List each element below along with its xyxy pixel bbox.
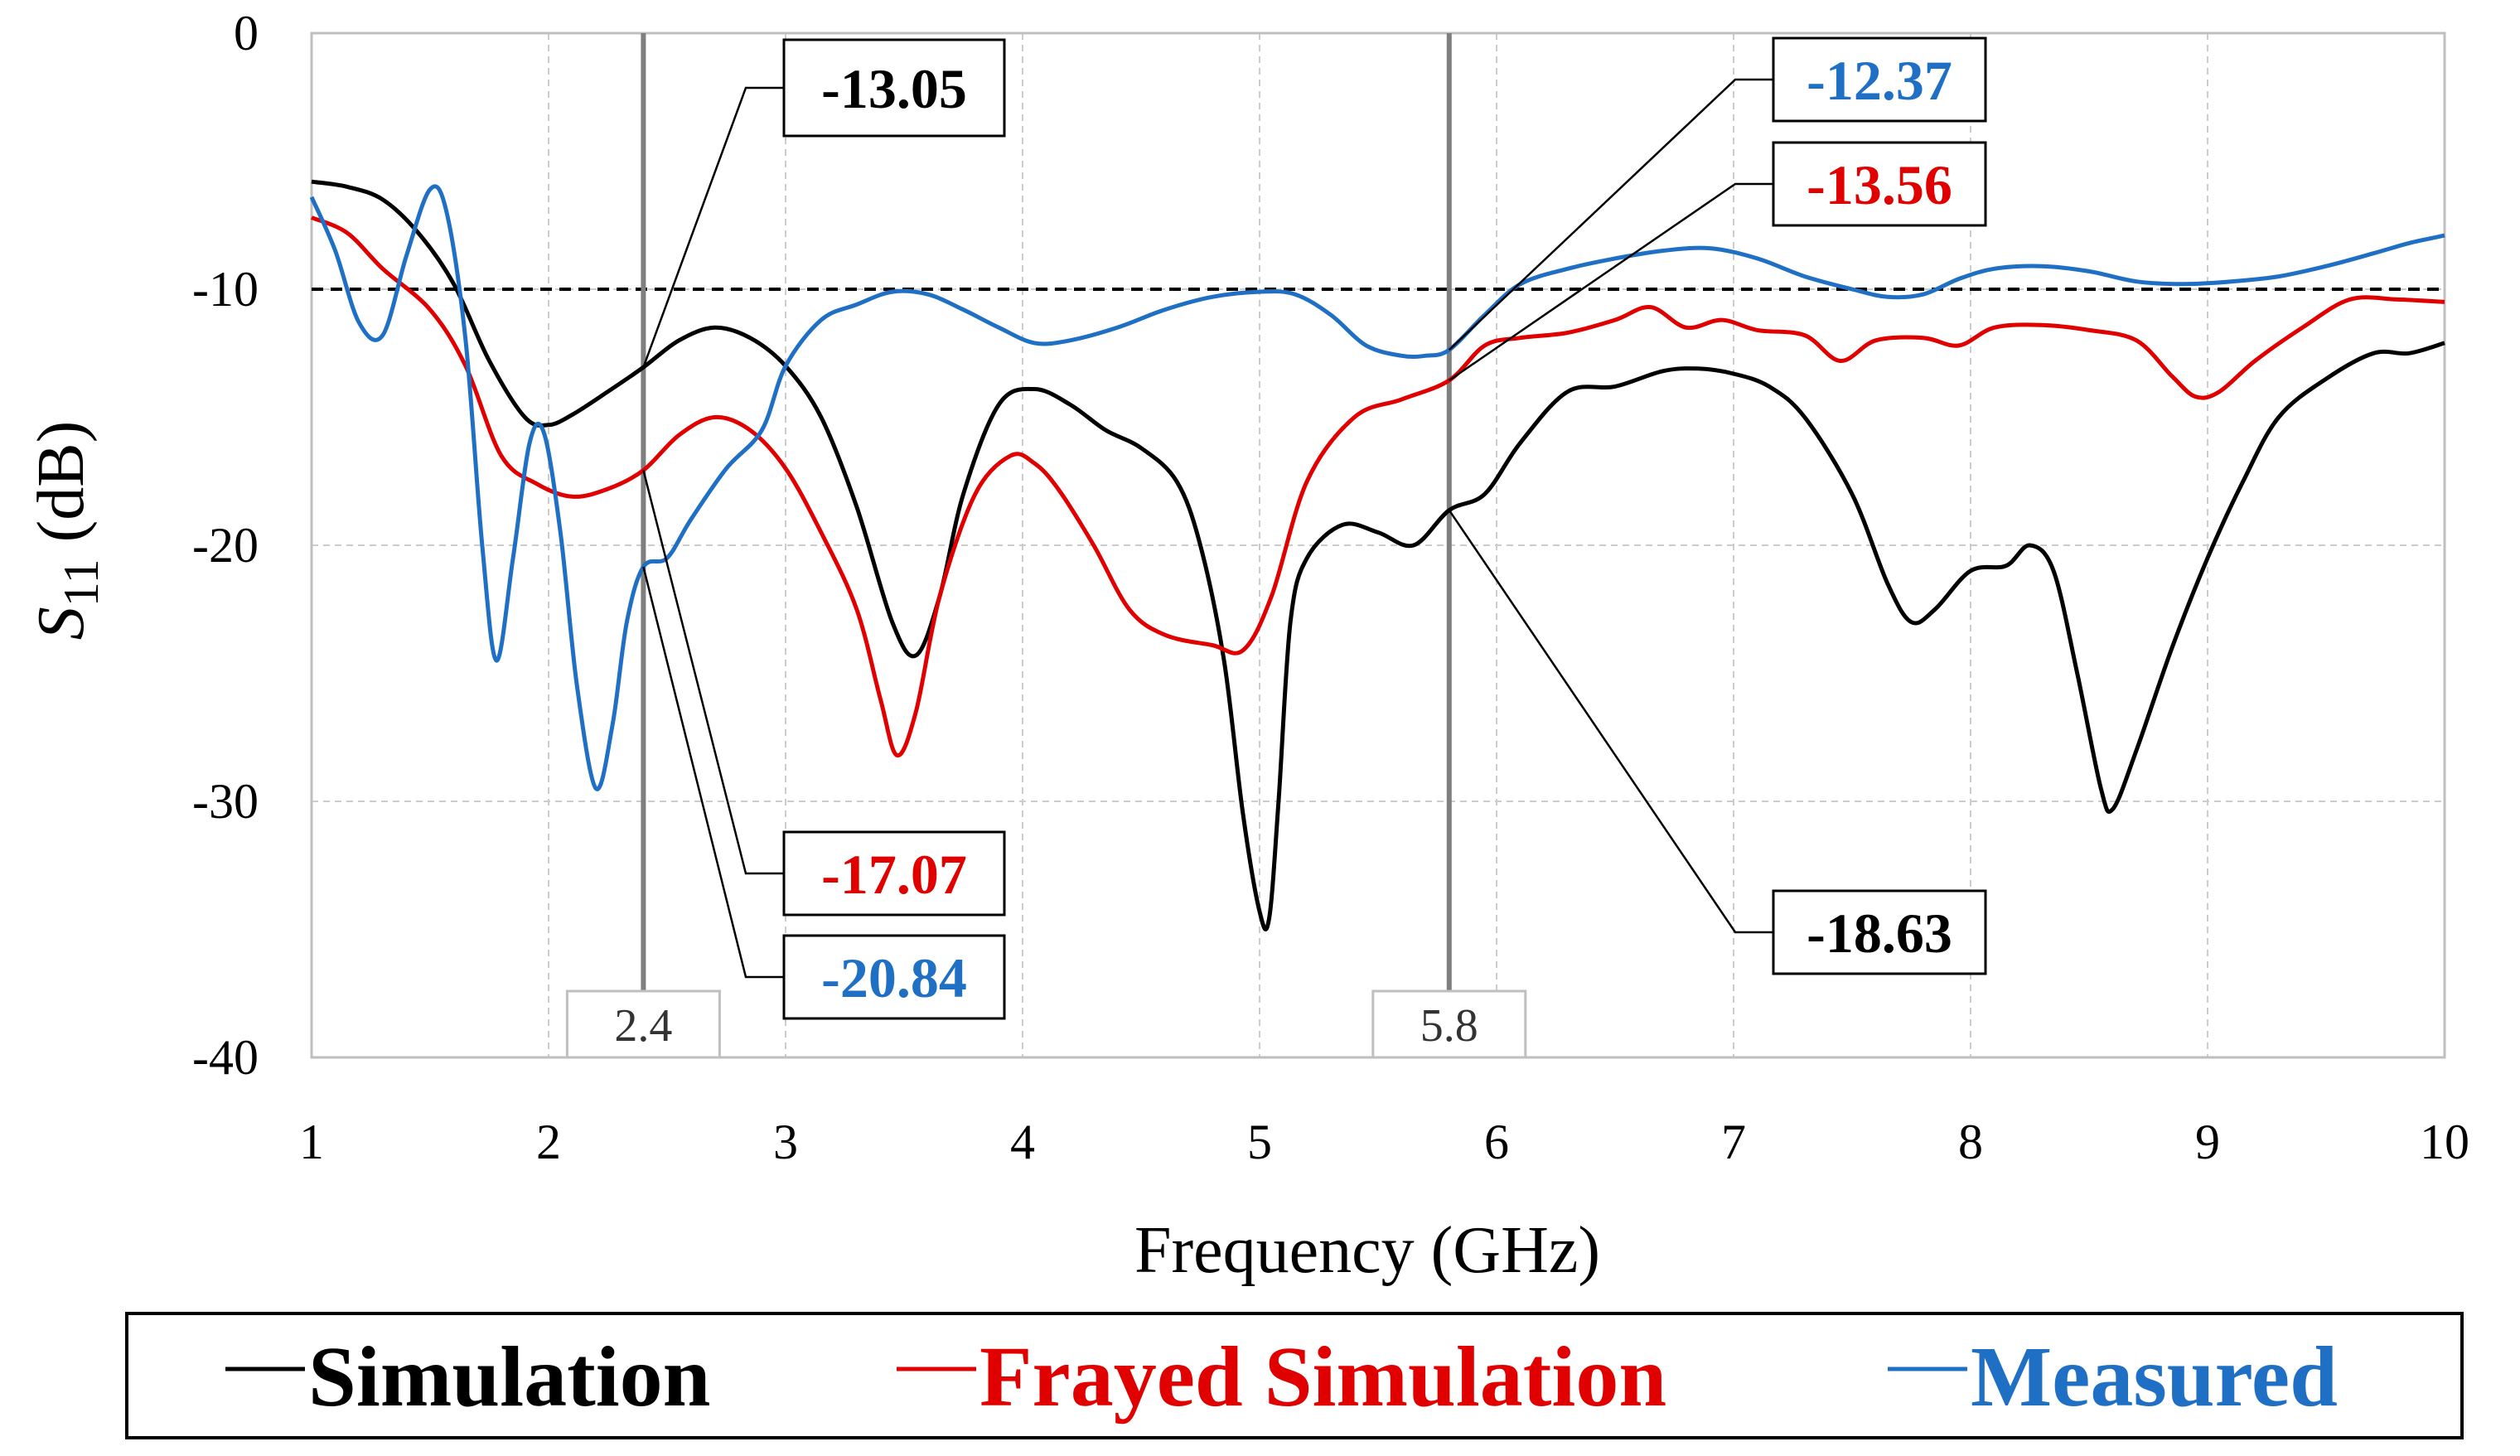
x-tick-label-1: 2 [536, 1115, 561, 1169]
marker-label-box-0 [565, 989, 721, 1059]
svg-text:S11 (dB): S11 (dB) [25, 421, 109, 640]
series-line-frayed-simulation [311, 215, 2445, 757]
annotation-leader-0 [642, 86, 784, 368]
annotation-value-1: -17.07 [821, 843, 967, 906]
series-line-simulation [311, 179, 2445, 932]
annotation-box-4 [1772, 141, 1987, 227]
legend-label-2: Measured [1971, 1329, 2338, 1425]
y-tick-label-1: -10 [192, 262, 259, 317]
series-lines [309, 179, 2445, 932]
x-tick-label-6: 7 [1721, 1115, 1746, 1169]
x-tick-label-0: 1 [299, 1115, 324, 1169]
x-tick-label-3: 4 [1010, 1115, 1035, 1169]
legend-label-0: Simulation [308, 1329, 710, 1425]
annotation-leader-2 [642, 566, 784, 979]
y-axis-title-sub: 11 [54, 559, 109, 607]
axis-ticks: 1 2 3 4 5 6 7 8 9 10 0 -10 -20 -30 -40 [192, 6, 2469, 1169]
annotation-box-3 [1772, 36, 1987, 123]
y-tick-label-3: -30 [192, 774, 259, 829]
legend-box [125, 1312, 2464, 1439]
annotation-leader-1 [642, 470, 784, 875]
marker-label-box-1 [1371, 989, 1527, 1059]
x-tick-label-9: 10 [2420, 1115, 2469, 1169]
annotation-value-2: -20.84 [821, 946, 967, 1009]
value-annotations: -13.05 -17.07 -20.84 -12.37 -13.56 -18.63 [642, 36, 1987, 1020]
y-tick-label-4: -40 [192, 1030, 259, 1085]
grid-lines [312, 33, 2445, 1057]
annotation-box-5 [1772, 889, 1987, 975]
annotation-leader-4 [1449, 182, 1773, 382]
y-tick-label-0: 0 [234, 6, 259, 60]
annotation-leader-3 [1448, 78, 1773, 351]
marker-label-1: 5.8 [1420, 1000, 1478, 1052]
legend: Simulation Frayed Simulation Measured [125, 1312, 2464, 1439]
x-tick-label-7: 8 [1958, 1115, 1983, 1169]
series-line-measured [309, 184, 2445, 791]
annotation-box-0 [782, 38, 1006, 138]
annotation-value-4: -13.56 [1807, 153, 1952, 216]
y-tick-label-2: -20 [192, 518, 259, 573]
annotation-value-3: -12.37 [1807, 49, 1952, 112]
marker-label-0: 2.4 [614, 1000, 672, 1052]
x-tick-label-8: 9 [2195, 1115, 2220, 1169]
legend-label-1: Frayed Simulation [979, 1329, 1666, 1425]
annotation-box-1 [782, 830, 1006, 917]
frequency-markers: 2.4 5.8 [565, 33, 1527, 1059]
y-axis-title-unit: (dB) [25, 421, 98, 559]
x-tick-label-4: 5 [1247, 1115, 1272, 1169]
annotation-box-2 [782, 934, 1006, 1020]
x-tick-label-2: 3 [773, 1115, 798, 1169]
annotation-leader-5 [1448, 509, 1773, 934]
annotation-value-5: -18.63 [1807, 902, 1952, 965]
x-axis-title: Frequency (GHz) [1134, 1214, 1600, 1287]
y-axis-title: S11 (dB) [25, 421, 109, 640]
annotation-value-0: -13.05 [821, 57, 967, 120]
x-tick-label-5: 6 [1484, 1115, 1509, 1169]
y-axis-title-main: S [25, 607, 98, 640]
